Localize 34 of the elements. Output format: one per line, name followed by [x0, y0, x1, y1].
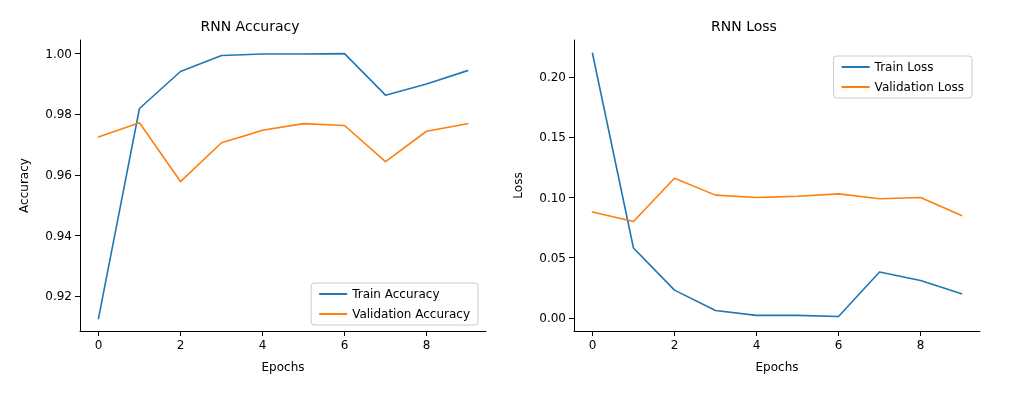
legend-label: Validation Loss [874, 80, 964, 94]
legend-label: Validation Accuracy [352, 307, 470, 321]
x-tick-label: 8 [422, 338, 431, 352]
x-axis-title: Epochs [755, 360, 799, 374]
x-tick-label: 0 [94, 338, 103, 352]
line-series [591, 52, 963, 318]
x-tick-label: 4 [752, 338, 761, 352]
y-axis-title: Accuracy [17, 158, 31, 213]
chart-title: RNN Loss [711, 18, 777, 34]
y-tick-label: 0.20 [539, 70, 566, 85]
y-tick-label: 1.00 [45, 46, 72, 61]
y-tick-label: 0.05 [539, 250, 566, 265]
legend-label: Train Accuracy [351, 287, 440, 301]
x-tick-label: 4 [258, 338, 267, 352]
line-series [97, 121, 469, 183]
x-tick-label: 2 [670, 338, 679, 352]
y-tick-label: 0.15 [539, 130, 566, 145]
chart-title: RNN Accuracy [200, 18, 300, 34]
line-series [591, 177, 963, 223]
x-tick-label: 8 [916, 338, 925, 352]
y-tick-label: 0.94 [45, 228, 72, 243]
x-tick-label: 6 [834, 338, 843, 352]
y-tick-label: 0.10 [539, 190, 566, 205]
y-tick-label: 0.96 [45, 167, 72, 182]
legend-label: Train Loss [873, 60, 934, 74]
y-axis-title: Loss [511, 172, 525, 199]
y-tick-label: 0.98 [45, 107, 72, 122]
y-tick-label: 0.92 [45, 289, 72, 304]
x-tick-label: 2 [176, 338, 185, 352]
line-series [97, 52, 469, 320]
x-axis-title: Epochs [261, 360, 305, 374]
y-tick-label: 0.00 [539, 310, 566, 325]
x-tick-label: 6 [340, 338, 349, 352]
x-tick-label: 0 [588, 338, 597, 352]
